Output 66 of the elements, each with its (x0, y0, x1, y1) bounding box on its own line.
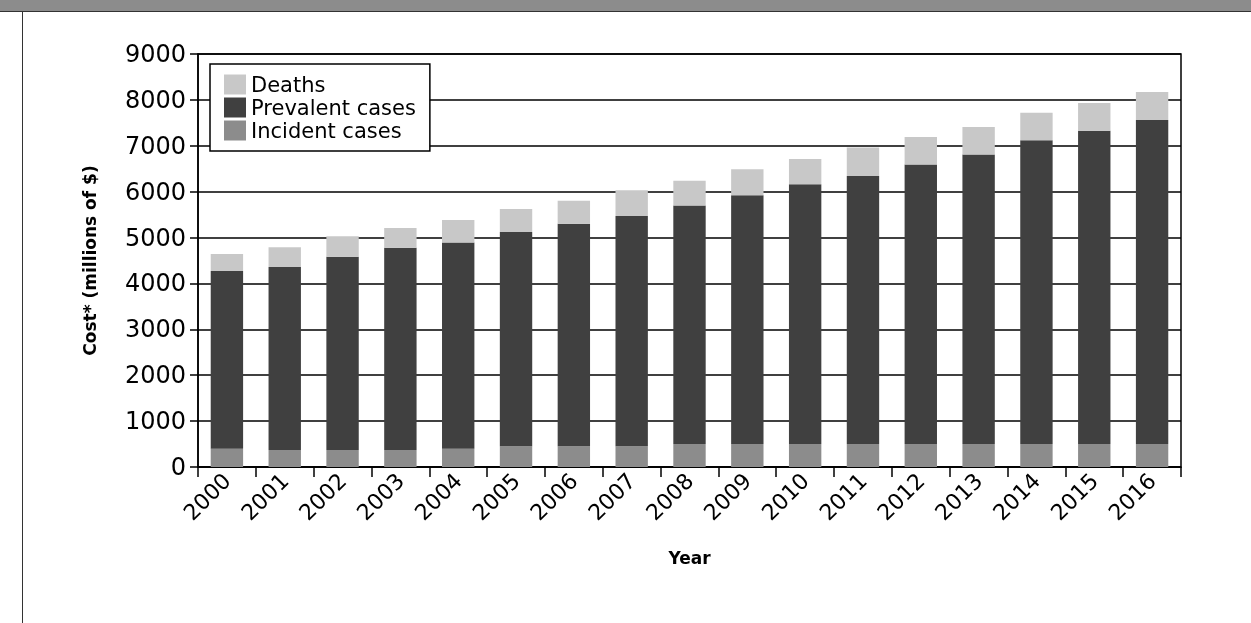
bar (846, 176, 880, 445)
bar (1078, 103, 1111, 131)
bar (615, 190, 648, 216)
bar (904, 444, 937, 467)
bar (673, 444, 706, 467)
bar (846, 444, 880, 467)
bar (384, 247, 417, 451)
y-tick-label: 0 (170, 453, 186, 481)
y-tick-label: 2000 (124, 361, 186, 390)
bar (210, 254, 244, 272)
y-tick-label: 7000 (124, 131, 186, 160)
bar (731, 444, 764, 467)
bar (499, 446, 533, 467)
y-tick-label: 1000 (124, 407, 186, 436)
bar (268, 247, 301, 267)
bar (1020, 140, 1053, 445)
bar (731, 195, 764, 445)
bar (904, 164, 937, 445)
bar (326, 450, 359, 467)
bar (788, 184, 822, 445)
x-axis-title: Year (667, 547, 712, 568)
bar (1135, 120, 1169, 445)
bar (1135, 92, 1169, 121)
legend-label: Deaths (251, 72, 326, 97)
bar (904, 137, 937, 165)
bar (1078, 444, 1111, 467)
bar (384, 227, 417, 248)
bar (1078, 130, 1111, 445)
bar (442, 448, 475, 467)
bar (442, 242, 475, 449)
bar (1020, 112, 1053, 141)
bar (962, 444, 995, 467)
y-axis-title: Cost* (millions of $) (79, 165, 100, 356)
bar (499, 232, 533, 447)
bar (615, 446, 648, 467)
legend-label: Prevalent cases (251, 95, 416, 120)
bar (499, 209, 533, 233)
bar (268, 266, 301, 451)
legend-label: Incident cases (251, 118, 402, 143)
y-tick-label: 4000 (124, 269, 186, 298)
bar (731, 169, 764, 196)
bar (557, 223, 591, 447)
bar (962, 126, 995, 155)
bar (673, 180, 706, 206)
bar (1020, 444, 1053, 467)
bar (326, 236, 359, 257)
bar (442, 220, 475, 243)
bar (557, 446, 591, 467)
bar (557, 200, 591, 224)
y-tick-label: 9000 (124, 40, 186, 68)
bar (384, 450, 417, 467)
bar (673, 205, 706, 445)
bar (788, 444, 822, 467)
bar (962, 154, 995, 445)
y-tick-label: 6000 (124, 177, 186, 206)
y-tick-label: 3000 (124, 315, 186, 344)
bar (615, 215, 648, 447)
y-tick-label: 5000 (124, 223, 186, 252)
bar (846, 147, 880, 177)
bar (788, 159, 822, 185)
y-tick-label: 8000 (124, 85, 186, 114)
bar (326, 256, 359, 451)
bar (210, 448, 244, 467)
bar (210, 271, 244, 449)
bar (1135, 444, 1169, 467)
bar (268, 450, 301, 467)
